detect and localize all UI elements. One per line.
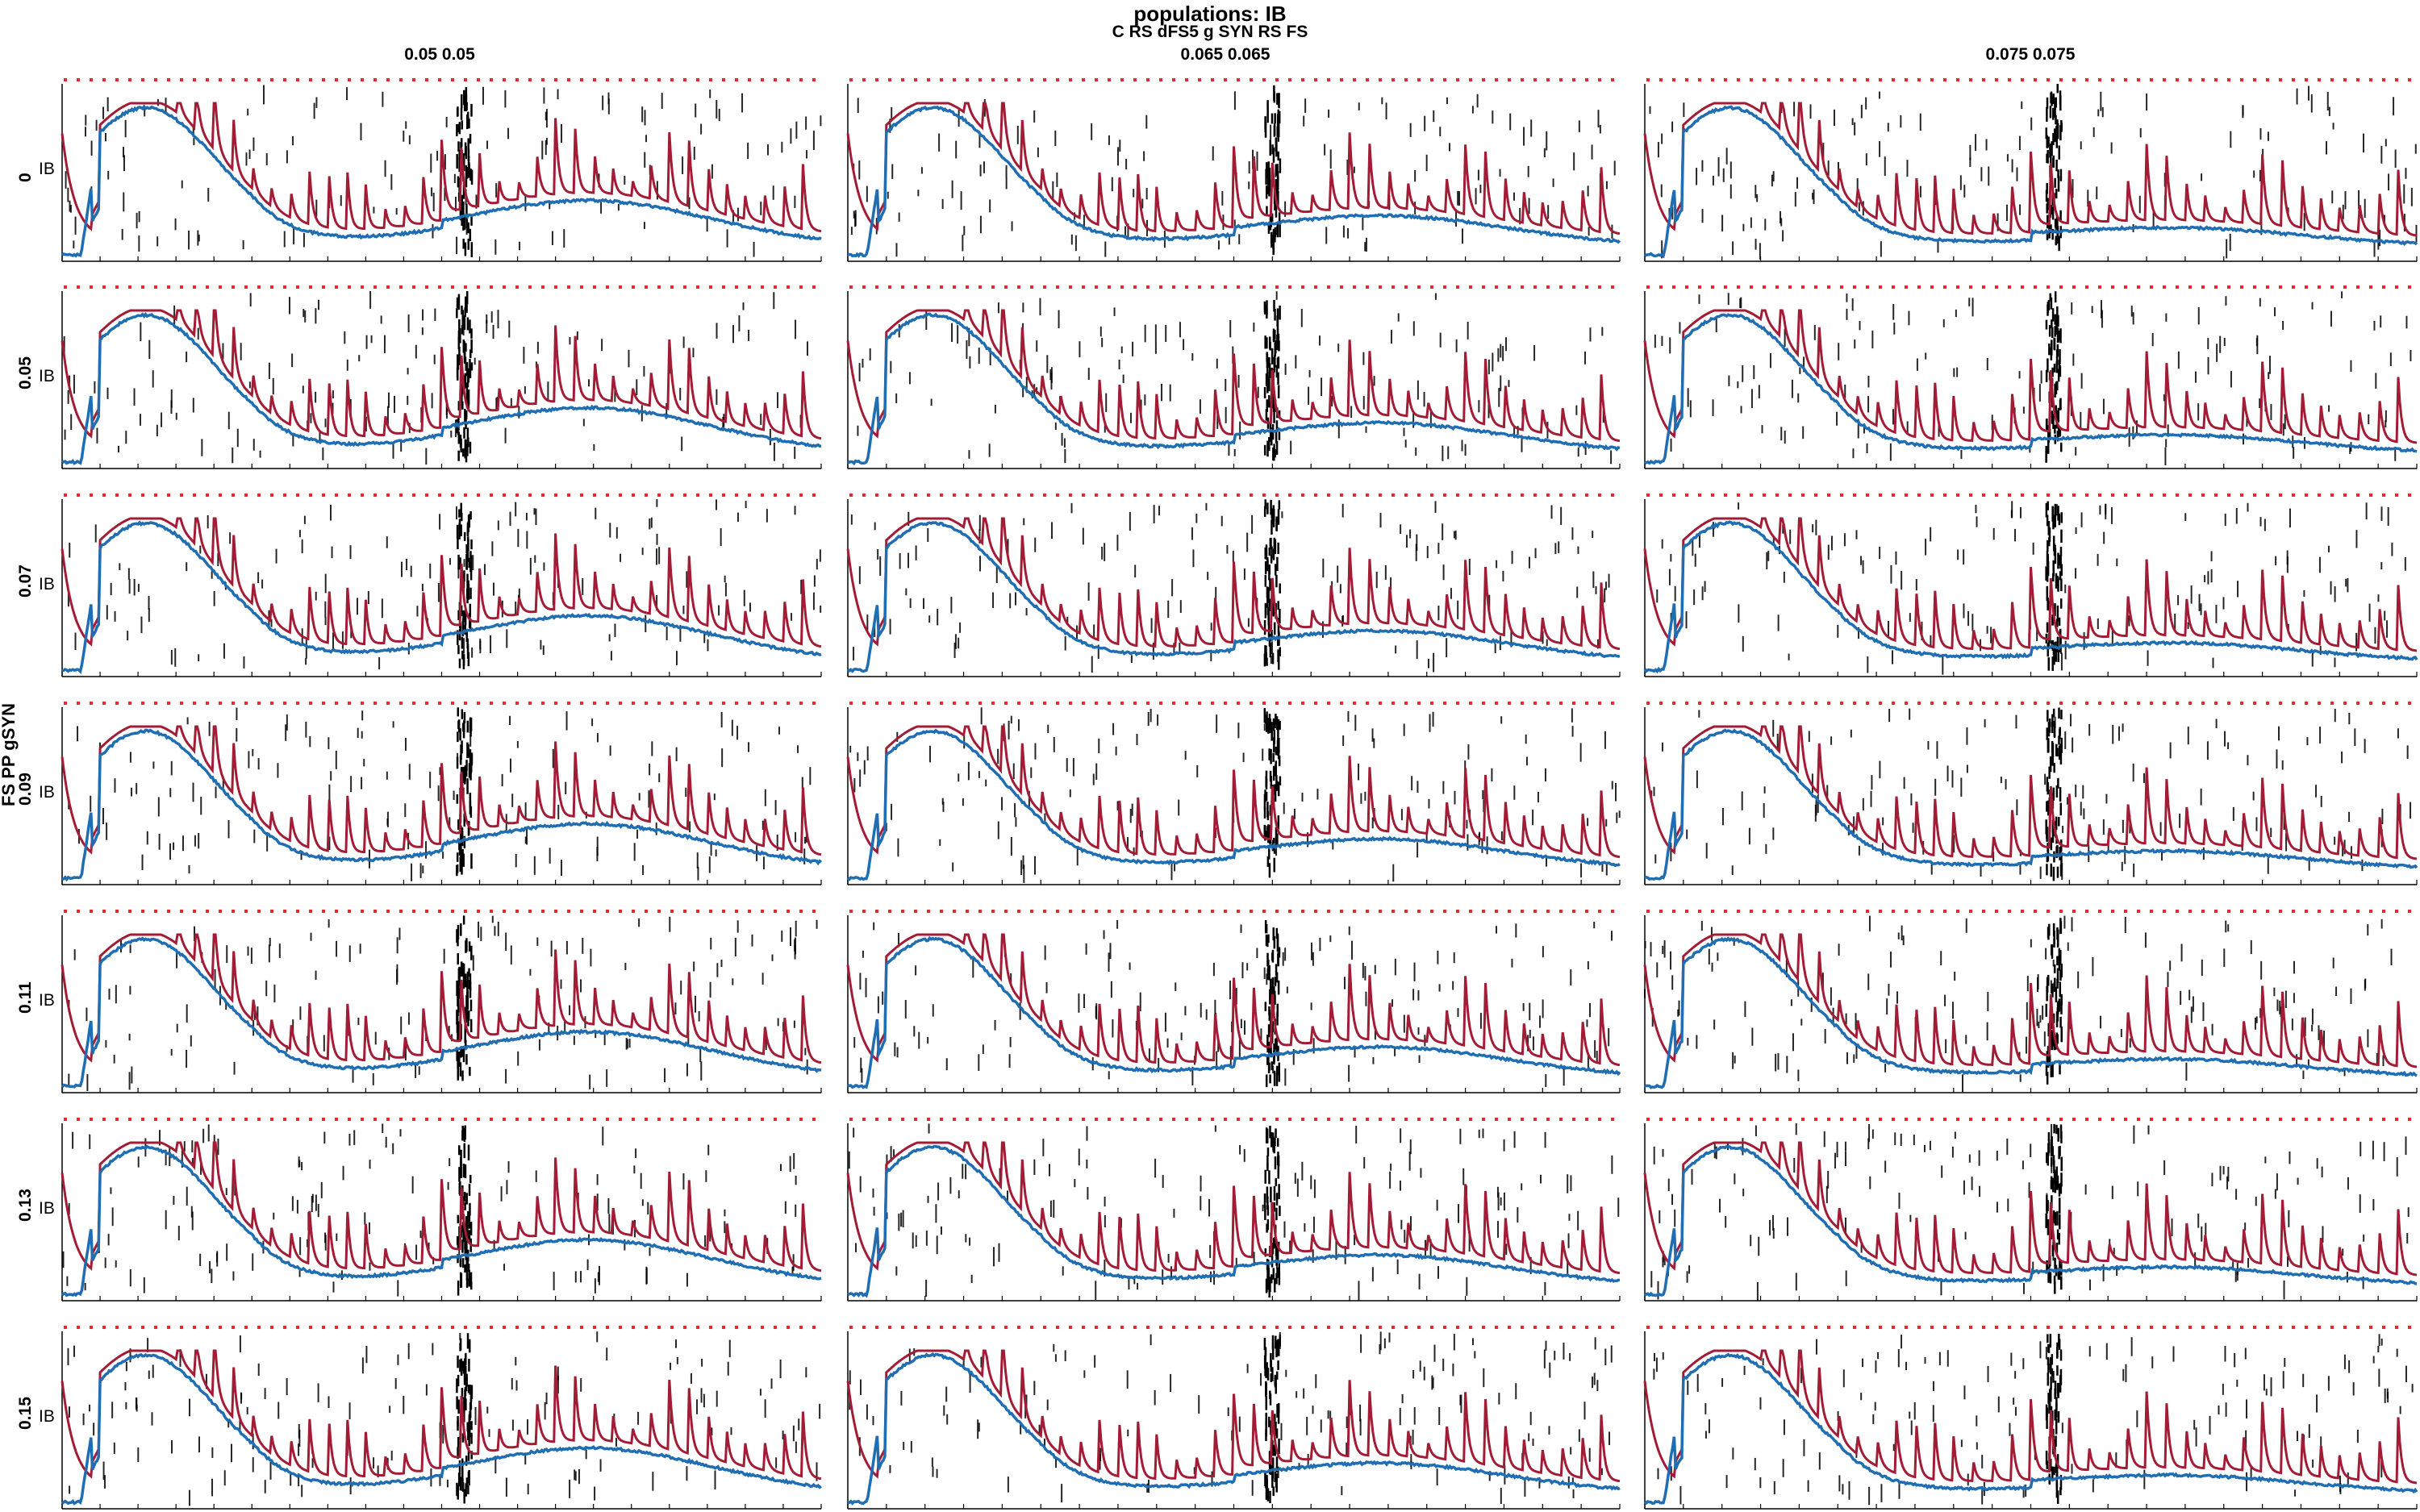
blue-trace bbox=[1643, 520, 2418, 674]
panel bbox=[1643, 1326, 2418, 1510]
column-label-2: 0.065 0.065 bbox=[1180, 45, 1270, 64]
blue-trace bbox=[60, 936, 822, 1089]
spike-raster bbox=[67, 1331, 821, 1506]
panel bbox=[1643, 702, 2418, 885]
red-trace bbox=[60, 725, 822, 856]
blue-trace bbox=[847, 1144, 1620, 1298]
column-label-3: 0.075 0.075 bbox=[1985, 45, 2076, 64]
red-trace bbox=[846, 1349, 1621, 1483]
blue-trace bbox=[847, 935, 1621, 1089]
red-trace bbox=[60, 933, 822, 1064]
blue-trace bbox=[847, 105, 1621, 258]
panel bbox=[846, 702, 1621, 885]
red-trace bbox=[846, 102, 1621, 235]
panel-population-label: IB bbox=[39, 991, 55, 1010]
spike-raster bbox=[67, 499, 822, 670]
spike-raster bbox=[1650, 1123, 2410, 1301]
blue-trace bbox=[61, 520, 822, 674]
blue-trace bbox=[61, 104, 822, 258]
blue-trace bbox=[848, 1352, 1621, 1506]
column-label-1: 0.05 0.05 bbox=[404, 45, 475, 64]
red-trace bbox=[1643, 309, 2418, 444]
red-trace bbox=[846, 725, 1621, 859]
panel bbox=[1643, 285, 2418, 469]
blue-trace bbox=[61, 728, 823, 882]
red-trace bbox=[846, 1141, 1621, 1275]
panel-population-label: IB bbox=[39, 783, 55, 802]
panel bbox=[1643, 910, 2418, 1093]
blue-trace bbox=[1644, 105, 2418, 259]
panel bbox=[60, 910, 822, 1093]
red-trace bbox=[1643, 102, 2418, 237]
blue-trace bbox=[847, 521, 1621, 673]
panel-population-label: IB bbox=[39, 575, 55, 594]
spike-raster bbox=[857, 291, 1613, 464]
red-trace bbox=[846, 517, 1621, 651]
panel bbox=[60, 78, 822, 262]
red-trace bbox=[1643, 517, 2418, 652]
panel-population-label: IB bbox=[39, 1407, 55, 1426]
panel-population-label: IB bbox=[39, 367, 55, 385]
panel bbox=[60, 1326, 822, 1510]
panel bbox=[846, 1118, 1621, 1302]
panel bbox=[846, 1326, 1621, 1510]
red-trace bbox=[1643, 1141, 2418, 1277]
blue-trace bbox=[847, 312, 1621, 466]
blue-trace bbox=[1644, 313, 2418, 465]
red-trace bbox=[846, 309, 1621, 443]
spike-raster bbox=[848, 1123, 1620, 1301]
panel-population-label: IB bbox=[39, 1199, 55, 1218]
panel bbox=[1643, 1118, 2418, 1302]
panel bbox=[846, 285, 1621, 469]
spike-raster bbox=[1653, 1333, 2414, 1506]
panel bbox=[1643, 78, 2418, 262]
spike-raster bbox=[850, 499, 1610, 673]
chart-title: populations: IB bbox=[1133, 2, 1287, 26]
panel bbox=[846, 910, 1621, 1093]
panel bbox=[60, 494, 822, 677]
panel bbox=[846, 494, 1621, 677]
panel bbox=[60, 702, 823, 885]
red-trace bbox=[1643, 725, 2418, 860]
blue-trace bbox=[1644, 1145, 2418, 1297]
red-trace bbox=[60, 517, 822, 648]
red-trace bbox=[1643, 933, 2418, 1068]
panel bbox=[60, 285, 822, 469]
spike-raster bbox=[1649, 84, 2418, 260]
panel bbox=[846, 78, 1621, 262]
chart-subtitle: C RS dFS5 g SYN RS FS bbox=[1112, 23, 1308, 41]
blue-trace bbox=[61, 312, 822, 465]
panel bbox=[60, 1118, 822, 1302]
red-trace bbox=[60, 1141, 822, 1272]
red-trace bbox=[60, 309, 822, 440]
red-trace bbox=[60, 102, 822, 233]
blue-trace bbox=[846, 728, 1621, 881]
panel bbox=[1643, 494, 2418, 677]
blue-trace bbox=[60, 1352, 822, 1506]
red-trace bbox=[60, 1349, 822, 1481]
red-trace bbox=[846, 933, 1621, 1067]
blue-trace bbox=[1644, 936, 2418, 1089]
spike-raster bbox=[68, 707, 812, 881]
blue-trace bbox=[1644, 728, 2418, 881]
spike-raster bbox=[1650, 707, 2412, 881]
blue-trace bbox=[60, 1144, 822, 1297]
panel-population-label: IB bbox=[39, 160, 55, 178]
